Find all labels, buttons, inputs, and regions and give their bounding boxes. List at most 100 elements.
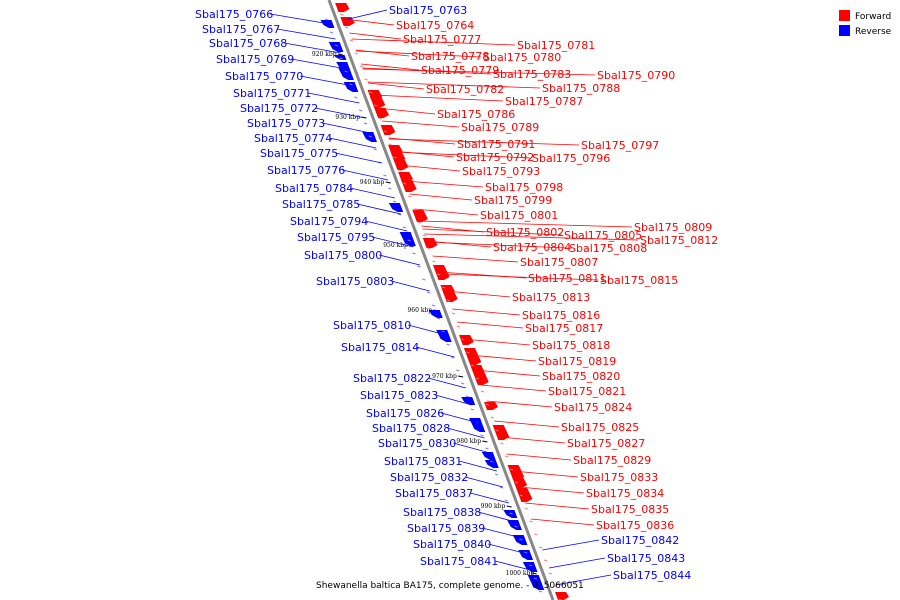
gene-leader-line [482, 527, 522, 539]
reverse-gene-label[interactable]: Sbal175_0828 [372, 422, 450, 435]
forward-gene-label[interactable]: Sbal175_0833 [580, 471, 658, 484]
reverse-gene-label[interactable]: Sbal175_0830 [378, 437, 456, 450]
reverse-gene-label[interactable]: Sbal175_0832 [390, 471, 468, 484]
forward-gene-label[interactable]: Sbal175_0819 [538, 355, 616, 368]
small-gene-marker [378, 117, 383, 120]
forward-gene-label[interactable]: Sbal175_0796 [532, 152, 610, 165]
small-gene-marker [344, 26, 349, 29]
forward-gene-label[interactable]: Sbal175_0808 [569, 242, 647, 255]
reverse-gene-label[interactable]: Sbal175_0766 [195, 8, 273, 21]
reverse-gene-label[interactable]: Sbal175_0831 [384, 455, 462, 468]
axis-tick [482, 440, 488, 443]
forward-gene-label[interactable]: Sbal175_0764 [396, 19, 474, 32]
axis-tick-label: 960 kbp [407, 307, 432, 314]
reverse-gene-label[interactable]: Sbal175_0776 [267, 164, 345, 177]
reverse-gene-label[interactable]: Sbal175_0795 [297, 231, 375, 244]
forward-gene-label[interactable]: Sbal175_0827 [567, 437, 645, 450]
reverse-gene-label[interactable]: Sbal175_0772 [240, 102, 318, 115]
reverse-gene-label[interactable]: Sbal175_0838 [403, 506, 481, 519]
reverse-gene-label[interactable]: Sbal175_0844 [613, 569, 691, 582]
reverse-gene-label[interactable]: Sbal175_0763 [389, 4, 467, 17]
forward-gene-label[interactable]: Sbal175_0825 [561, 421, 639, 434]
reverse-gene-label[interactable]: Sbal175_0826 [366, 407, 444, 420]
forward-gene-label[interactable]: Sbal175_0780 [483, 51, 561, 64]
forward-gene-label[interactable]: Sbal175_0829 [573, 454, 651, 467]
genome-axis [327, 0, 555, 600]
reverse-gene-label[interactable]: Sbal175_0842 [601, 534, 679, 547]
small-gene-marker [441, 330, 445, 333]
forward-gene-label[interactable]: Sbal175_0798 [485, 181, 563, 194]
reverse-gene-label[interactable]: Sbal175_0771 [233, 87, 311, 100]
reverse-gene-label[interactable]: Sbal175_0840 [413, 538, 491, 551]
forward-gene-label[interactable]: Sbal175_0782 [426, 83, 504, 96]
forward-gene-label[interactable]: Sbal175_0783 [493, 68, 571, 81]
forward-gene-label[interactable]: Sbal175_0813 [512, 291, 590, 304]
small-gene-marker [466, 351, 470, 354]
forward-gene-label[interactable]: Sbal175_0811 [528, 272, 606, 285]
forward-gene-label[interactable]: Sbal175_0790 [597, 69, 675, 82]
reverse-gene-label[interactable]: Sbal175_0784 [275, 182, 353, 195]
reverse-gene-label[interactable]: Sbal175_0767 [202, 23, 280, 36]
legend-forward-swatch [839, 10, 850, 21]
small-gene-marker [359, 65, 363, 68]
forward-gene-label[interactable]: Sbal175_0788 [542, 82, 620, 95]
forward-gene-label[interactable]: Sbal175_0805 [564, 229, 642, 242]
reverse-gene-label[interactable]: Sbal175_0823 [360, 389, 438, 402]
reverse-gene-label[interactable]: Sbal175_0774 [254, 132, 332, 145]
small-gene-marker [334, 44, 339, 47]
reverse-gene-label[interactable]: Sbal175_0822 [353, 372, 431, 385]
forward-gene-label[interactable]: Sbal175_0797 [581, 139, 659, 152]
reverse-gene-label[interactable]: Sbal175_0841 [420, 555, 498, 568]
forward-gene-label[interactable]: Sbal175_0836 [596, 519, 674, 532]
forward-gene-label[interactable]: Sbal175_0834 [586, 487, 664, 500]
reverse-gene-label[interactable]: Sbal175_0773 [247, 117, 325, 130]
forward-gene-label[interactable]: Sbal175_0801 [480, 209, 558, 222]
reverse-gene-label[interactable]: Sbal175_0837 [395, 487, 473, 500]
forward-gene-label[interactable]: Sbal175_0781 [517, 39, 595, 52]
forward-gene-label[interactable]: Sbal175_0815 [600, 274, 678, 287]
reverse-gene-label[interactable]: Sbal175_0839 [407, 522, 485, 535]
forward-gene-label[interactable]: Sbal175_0793 [462, 165, 540, 178]
reverse-gene-label[interactable]: Sbal175_0803 [316, 275, 394, 288]
forward-gene-label[interactable]: Sbal175_0792 [456, 151, 534, 164]
forward-gene-label[interactable]: Sbal175_0816 [522, 309, 600, 322]
forward-gene-label[interactable]: Sbal175_0812 [640, 234, 718, 247]
forward-gene-label[interactable]: Sbal175_0809 [634, 221, 712, 234]
small-gene-marker [528, 564, 533, 567]
forward-gene-label[interactable]: Sbal175_0789 [461, 121, 539, 134]
small-gene-marker [431, 304, 436, 307]
reverse-gene-label[interactable]: Sbal175_0843 [607, 552, 685, 565]
forward-gene-label[interactable]: Sbal175_0817 [525, 322, 603, 335]
forward-gene-label[interactable]: Sbal175_0777 [403, 33, 481, 46]
reverse-gene-label[interactable]: Sbal175_0770 [225, 70, 303, 83]
forward-gene-label[interactable]: Sbal175_0791 [457, 138, 535, 151]
reverse-gene-label[interactable]: Sbal175_0794 [290, 215, 368, 228]
forward-gene-label[interactable]: Sbal175_0835 [591, 503, 669, 516]
forward-gene-label[interactable]: Sbal175_0804 [493, 241, 571, 254]
forward-gene-label[interactable]: Sbal175_0802 [486, 226, 564, 239]
gene-leader-line [463, 338, 531, 346]
gene-leader-line [419, 220, 633, 228]
reverse-gene-label[interactable]: Sbal175_0814 [341, 341, 419, 354]
reverse-gene-label[interactable]: Sbal175_0785 [282, 198, 360, 211]
reverse-gene-label[interactable]: Sbal175_0775 [260, 147, 338, 160]
axis-tick [506, 505, 512, 508]
forward-gene-label[interactable]: Sbal175_0779 [421, 64, 499, 77]
gene-leader-line [408, 324, 447, 336]
reverse-gene-label[interactable]: Sbal175_0810 [333, 319, 411, 332]
forward-gene-label[interactable]: Sbal175_0820 [542, 370, 620, 383]
gene-leader-line [365, 220, 408, 232]
gene-leader-line [427, 241, 568, 249]
reverse-gene-label[interactable]: Sbal175_0768 [209, 37, 287, 50]
forward-gene-label[interactable]: Sbal175_0787 [505, 95, 583, 108]
forward-gene-label[interactable]: Sbal175_0799 [474, 194, 552, 207]
forward-gene-label[interactable]: Sbal175_0821 [548, 385, 626, 398]
forward-gene-label[interactable]: Sbal175_0786 [437, 108, 515, 121]
forward-gene-label[interactable]: Sbal175_0824 [554, 401, 632, 414]
forward-gene-label[interactable]: Sbal175_0807 [520, 256, 598, 269]
forward-gene-label[interactable]: Sbal175_0818 [532, 339, 610, 352]
forward-gene-label[interactable]: Sbal175_0778 [411, 50, 489, 63]
reverse-gene-label[interactable]: Sbal175_0769 [216, 53, 294, 66]
reverse-gene-label[interactable]: Sbal175_0800 [304, 249, 382, 262]
